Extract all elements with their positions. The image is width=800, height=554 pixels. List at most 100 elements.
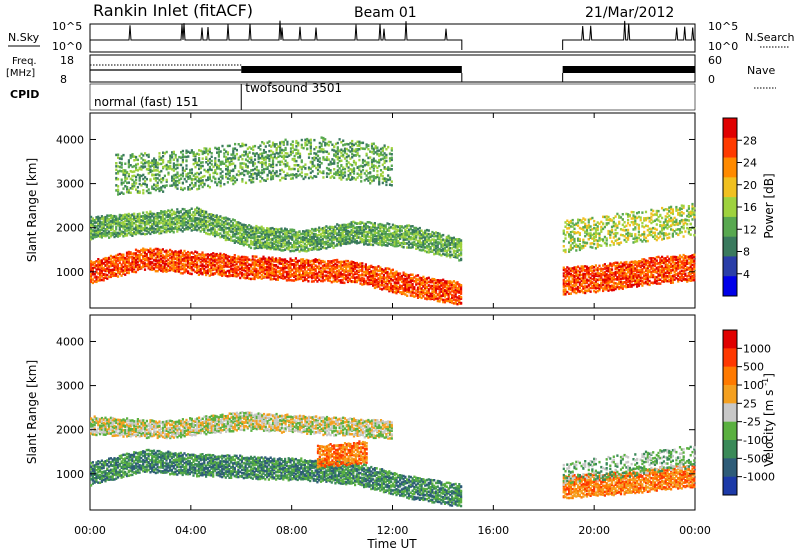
heatmap-cell — [350, 229, 353, 232]
heatmap-cell — [271, 164, 275, 167]
heatmap-cell — [239, 238, 242, 242]
heatmap-cell — [248, 146, 251, 149]
heatmap-cell — [246, 257, 249, 261]
heatmap-cell — [312, 268, 315, 272]
heatmap-cell — [327, 279, 330, 282]
heatmap-cell — [253, 230, 256, 233]
heatmap-cell — [381, 241, 384, 244]
heatmap-cell — [416, 278, 420, 282]
heatmap-cell — [382, 287, 385, 290]
heatmap-cell — [337, 231, 341, 234]
heatmap-cell — [332, 277, 335, 280]
heatmap-cell — [124, 216, 127, 219]
heatmap-cell — [411, 288, 414, 292]
heatmap-cell — [257, 276, 260, 280]
heatmap-cell — [345, 236, 348, 239]
heatmap-cell — [240, 266, 244, 269]
heatmap-cell — [271, 151, 275, 154]
heatmap-cell — [302, 249, 305, 252]
heatmap-cell — [176, 158, 179, 161]
heatmap-cell — [174, 227, 177, 230]
heatmap-cell — [415, 229, 418, 232]
heatmap-cell — [169, 159, 172, 163]
heatmap-cell — [142, 257, 145, 260]
heatmap-cell — [185, 270, 188, 273]
heatmap-cell — [167, 224, 170, 227]
heatmap-cell — [422, 278, 425, 282]
heatmap-cell — [176, 267, 179, 270]
cpid-mode-normal: normal (fast) 151 — [94, 95, 198, 109]
heatmap-cell — [174, 176, 177, 179]
heatmap-cell — [384, 276, 387, 279]
heatmap-cell — [226, 170, 229, 173]
heatmap-cell — [402, 232, 405, 235]
heatmap-cell — [213, 228, 217, 231]
heatmap-cell — [352, 240, 355, 243]
heatmap-cell — [113, 265, 116, 269]
heatmap-cell — [90, 221, 93, 224]
heatmap-cell — [273, 246, 276, 249]
heatmap-cell — [147, 162, 150, 165]
heatmap-cell — [359, 265, 362, 269]
heatmap-cell — [319, 270, 323, 273]
heatmap-cell — [111, 220, 114, 224]
heatmap-cell — [449, 250, 452, 254]
heatmap-cell — [346, 273, 350, 276]
heatmap-cell — [118, 217, 121, 221]
heatmap-cell — [377, 269, 380, 272]
heatmap-cell — [276, 244, 279, 247]
heatmap-cell — [197, 226, 200, 230]
heatmap-cell — [271, 242, 274, 245]
heatmap-cell — [388, 226, 391, 229]
heatmap-cell — [368, 273, 371, 276]
heatmap-cell — [212, 255, 215, 258]
heatmap-cell — [133, 212, 136, 216]
heatmap-cell — [104, 260, 107, 264]
heatmap-cell — [222, 253, 226, 256]
heatmap-cell — [260, 236, 263, 239]
heatmap-cell — [316, 260, 319, 264]
heatmap-cell — [406, 277, 409, 280]
heatmap-cell — [143, 262, 147, 265]
heatmap-cell — [246, 153, 249, 156]
heatmap-cell — [248, 277, 251, 280]
heatmap-cell — [190, 267, 193, 270]
heatmap-cell — [198, 179, 201, 183]
heatmap-cell — [382, 232, 385, 236]
heatmap-cell — [284, 235, 287, 239]
heatmap-cell — [149, 161, 152, 165]
heatmap-cell — [217, 180, 220, 184]
heatmap-cell — [174, 167, 177, 171]
heatmap-cell — [348, 232, 351, 236]
heatmap-cell — [102, 273, 105, 276]
heatmap-cell — [91, 281, 94, 285]
heatmap-cell — [273, 232, 276, 235]
heatmap-cell — [307, 242, 310, 245]
heatmap-cell — [388, 275, 391, 278]
heatmap-cell — [341, 267, 344, 270]
heatmap-cell — [276, 278, 279, 281]
heatmap-cell — [162, 177, 165, 180]
heatmap-cell — [275, 174, 278, 178]
heatmap-cell — [206, 270, 209, 274]
heatmap-cell — [258, 259, 261, 262]
heatmap-cell — [224, 226, 227, 229]
heatmap-cell — [269, 233, 272, 236]
heatmap-cell — [187, 155, 190, 158]
heatmap-cell — [355, 280, 358, 283]
heatmap-cell — [106, 269, 109, 273]
heatmap-cell — [267, 227, 270, 231]
heatmap-cell — [183, 187, 186, 190]
heatmap-cell — [271, 143, 275, 147]
heatmap-cell — [305, 270, 308, 273]
heatmap-cell — [334, 271, 337, 274]
heatmap-cell — [237, 268, 240, 272]
heatmap-cell — [167, 227, 170, 231]
heatmap-cell — [138, 216, 141, 220]
heatmap-cell — [194, 220, 197, 224]
heatmap-cell — [355, 242, 358, 245]
heatmap-cell — [93, 219, 96, 222]
heatmap-cell — [282, 264, 285, 267]
heatmap-cell — [427, 239, 430, 242]
